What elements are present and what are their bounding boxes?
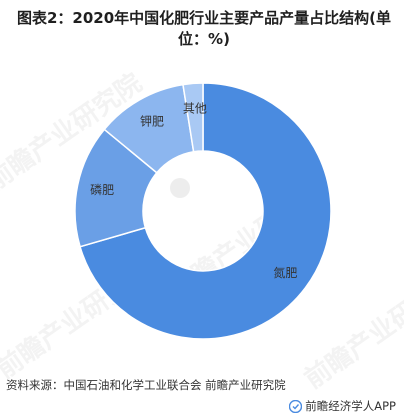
chart-title: 图表2：2020年中国化肥行业主要产品产量占比结构(单位：%) xyxy=(16,9,392,48)
slice-label-1: 氮肥 xyxy=(273,265,297,280)
brand-logo-icon xyxy=(289,399,303,413)
source-note: 资料来源：中国石油和化学工业联合会 前瞻产业研究院 xyxy=(6,378,286,392)
brand-footer: 前瞻经济学人APP xyxy=(289,398,396,414)
donut-slices xyxy=(74,82,332,340)
slice-label-2: 磷肥 xyxy=(90,182,114,197)
slice-label-3: 钾肥 xyxy=(140,115,164,129)
slice-4 xyxy=(182,82,204,153)
center-logo-icon xyxy=(170,178,190,198)
slice-label-4: 其他 xyxy=(183,101,207,115)
center-logo xyxy=(170,178,190,198)
slice-1 xyxy=(79,82,332,340)
slice-labels: 氮肥 磷肥 钾肥 其他 xyxy=(90,101,297,280)
brand-name: 前瞻经济学人APP xyxy=(305,399,396,413)
